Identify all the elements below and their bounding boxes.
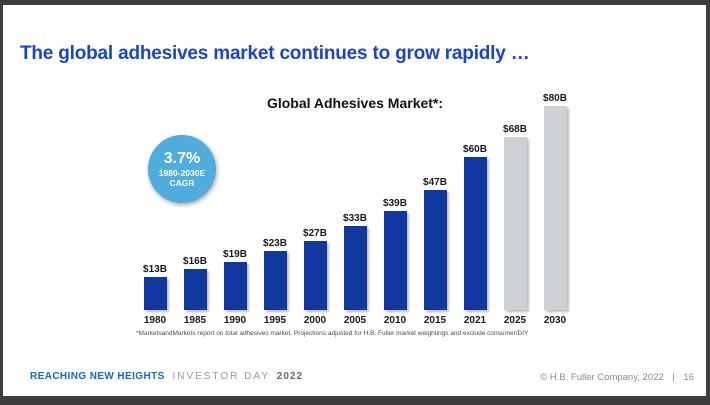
bar xyxy=(223,262,247,310)
bar xyxy=(343,226,367,310)
bar-category-label: 2005 xyxy=(343,315,367,326)
footer-page-number: 16 xyxy=(683,372,694,383)
bar-category-label: 2000 xyxy=(303,315,327,326)
bar-value-label: $68B xyxy=(503,124,527,135)
bar-category-label: 1995 xyxy=(263,315,287,326)
footer-separator: | xyxy=(672,372,675,383)
bar-value-label: $27B xyxy=(303,228,327,239)
bar-value-label: $19B xyxy=(223,249,247,260)
cagr-rate: 3.7% xyxy=(163,149,201,167)
slide: The global adhesives market continues to… xyxy=(3,5,706,396)
bar xyxy=(143,277,167,310)
footer-brand: REACHING NEW HEIGHTS xyxy=(30,371,165,382)
footer-left: REACHING NEW HEIGHTS INVESTOR DAY 2022 xyxy=(30,371,303,382)
chart-footnote: *MarketsandMarkets report on total adhes… xyxy=(136,330,529,337)
bar-item: $80B 2030 xyxy=(535,93,575,326)
bar xyxy=(303,241,327,310)
bar-category-label: 2015 xyxy=(423,315,447,326)
bar xyxy=(263,251,287,310)
bar-item: $27B 2000 xyxy=(295,228,335,326)
bar-category-label: 1990 xyxy=(223,315,247,326)
bar xyxy=(423,190,447,310)
bar-item: $16B 1985 xyxy=(175,256,215,326)
bar-value-label: $33B xyxy=(343,213,367,224)
bar-item: $23B 1995 xyxy=(255,238,295,326)
bar xyxy=(543,106,567,310)
bar-category-label: 2021 xyxy=(463,315,487,326)
bar xyxy=(183,269,207,310)
bar-item: $47B 2015 xyxy=(415,177,455,326)
bar-category-label: 2010 xyxy=(383,315,407,326)
cagr-period: 1980-2030E xyxy=(158,168,206,179)
bar-item: $19B 1990 xyxy=(215,249,255,326)
chart-title: Global Adhesives Market*: xyxy=(266,95,444,111)
bar-value-label: $39B xyxy=(383,198,407,209)
bar-chart: $13B 1980 $16B 1985 $19B 1990 $23B 1995 … xyxy=(135,93,575,326)
bar-item: $68B 2025 xyxy=(495,124,535,326)
bar-value-label: $47B xyxy=(423,177,447,188)
footer-event-year: 2022 xyxy=(276,371,304,382)
bar-item: $13B 1980 xyxy=(135,264,175,326)
bar-category-label: 2025 xyxy=(503,315,527,326)
footer-copyright: © H.B. Fuller Company, 2022 xyxy=(540,372,664,383)
bar-value-label: $80B xyxy=(543,93,567,104)
slide-title: The global adhesives market continues to… xyxy=(20,43,530,64)
cagr-badge: 3.7% 1980-2030E CAGR xyxy=(148,135,216,203)
bar-category-label: 1985 xyxy=(183,315,207,326)
bar-item: $39B 2010 xyxy=(375,198,415,326)
cagr-metric: CAGR xyxy=(169,178,195,189)
bar xyxy=(383,211,407,310)
bar-item: $60B 2021 xyxy=(455,144,495,326)
bar xyxy=(463,157,487,310)
bar xyxy=(503,137,527,310)
bar-value-label: $60B xyxy=(463,144,487,155)
bar-item: $33B 2005 xyxy=(335,213,375,326)
bar-value-label: $16B xyxy=(183,256,207,267)
bar-value-label: $13B xyxy=(143,264,167,275)
bar-category-label: 1980 xyxy=(143,315,167,326)
footer-event-name: INVESTOR DAY xyxy=(172,371,270,382)
bar-category-label: 2030 xyxy=(543,315,567,326)
footer-right: © H.B. Fuller Company, 2022 | 16 xyxy=(540,372,694,383)
bar-value-label: $23B xyxy=(263,238,287,249)
